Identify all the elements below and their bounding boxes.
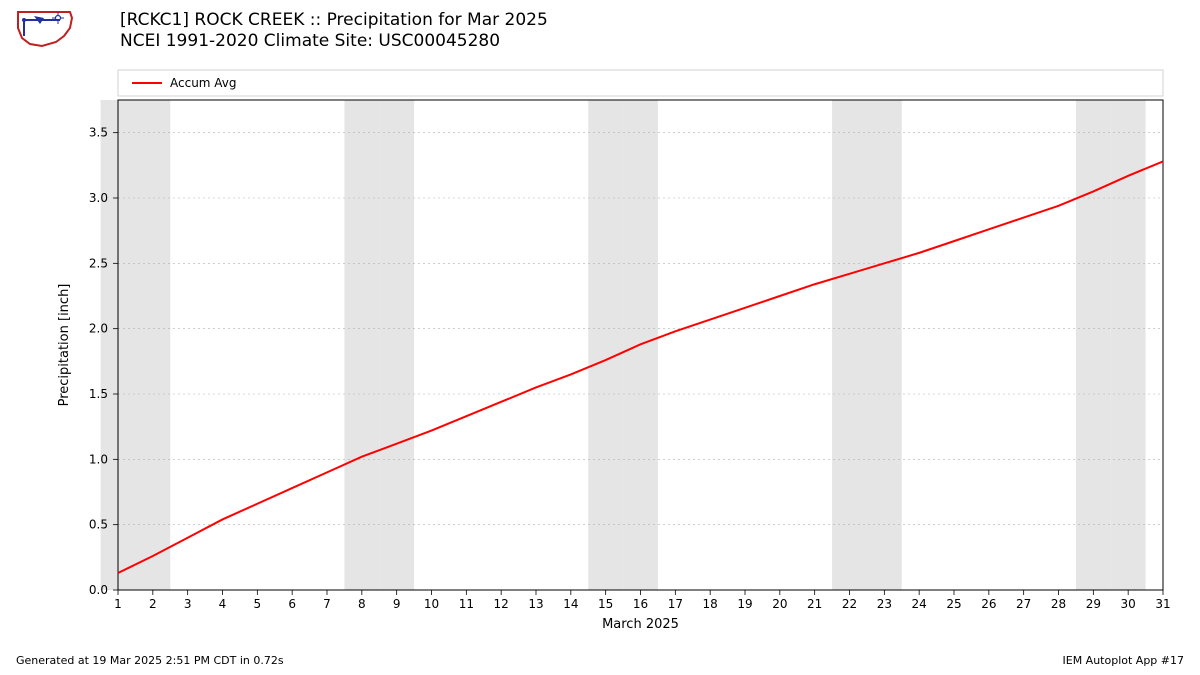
y-tick-label: 3.5 <box>89 126 108 140</box>
x-tick-label: 5 <box>254 597 262 611</box>
x-tick-label: 4 <box>219 597 227 611</box>
x-tick-label: 20 <box>772 597 787 611</box>
x-tick-label: 23 <box>877 597 892 611</box>
y-tick-label: 2.5 <box>89 256 108 270</box>
generated-timestamp: Generated at 19 Mar 2025 2:51 PM CDT in … <box>16 654 284 667</box>
x-tick-label: 18 <box>703 597 718 611</box>
weekend-band <box>832 100 867 590</box>
x-tick-label: 3 <box>184 597 192 611</box>
x-axis-label: March 2025 <box>602 617 679 632</box>
weekend-band <box>588 100 623 590</box>
x-tick-label: 6 <box>288 597 296 611</box>
y-tick-label: 1.5 <box>89 387 108 401</box>
x-tick-label: 27 <box>1016 597 1031 611</box>
x-tick-label: 15 <box>598 597 613 611</box>
x-tick-label: 22 <box>842 597 857 611</box>
legend-label: Accum Avg <box>170 76 237 90</box>
x-tick-label: 29 <box>1086 597 1101 611</box>
x-tick-label: 19 <box>737 597 752 611</box>
x-tick-label: 10 <box>424 597 439 611</box>
x-tick-label: 9 <box>393 597 401 611</box>
weekend-band <box>344 100 379 590</box>
y-tick-label: 1.0 <box>89 452 108 466</box>
y-tick-label: 0.5 <box>89 518 108 532</box>
x-tick-label: 25 <box>946 597 961 611</box>
app-credit: IEM Autoplot App #17 <box>1063 654 1185 667</box>
x-tick-label: 8 <box>358 597 366 611</box>
weekend-band <box>1111 100 1146 590</box>
x-tick-label: 17 <box>668 597 683 611</box>
x-tick-label: 31 <box>1155 597 1170 611</box>
weekend-band <box>379 100 414 590</box>
x-tick-label: 30 <box>1121 597 1136 611</box>
x-tick-label: 2 <box>149 597 157 611</box>
x-tick-label: 21 <box>807 597 822 611</box>
y-tick-label: 0.0 <box>89 583 108 597</box>
x-tick-label: 26 <box>981 597 996 611</box>
x-tick-label: 13 <box>528 597 543 611</box>
x-tick-label: 14 <box>563 597 578 611</box>
x-tick-label: 12 <box>494 597 509 611</box>
precipitation-chart: 1234567891011121314151617181920212223242… <box>0 0 1200 675</box>
x-tick-label: 7 <box>323 597 331 611</box>
weekend-band <box>135 100 170 590</box>
weekend-band <box>867 100 902 590</box>
x-tick-label: 28 <box>1051 597 1066 611</box>
x-tick-label: 1 <box>114 597 122 611</box>
x-tick-label: 16 <box>633 597 648 611</box>
y-tick-label: 2.0 <box>89 322 108 336</box>
x-tick-label: 11 <box>459 597 474 611</box>
weekend-band <box>1076 100 1111 590</box>
y-tick-label: 3.0 <box>89 191 108 205</box>
legend-box <box>118 70 1163 96</box>
x-tick-label: 24 <box>912 597 927 611</box>
y-axis-label: Precipitation [inch] <box>57 284 72 407</box>
